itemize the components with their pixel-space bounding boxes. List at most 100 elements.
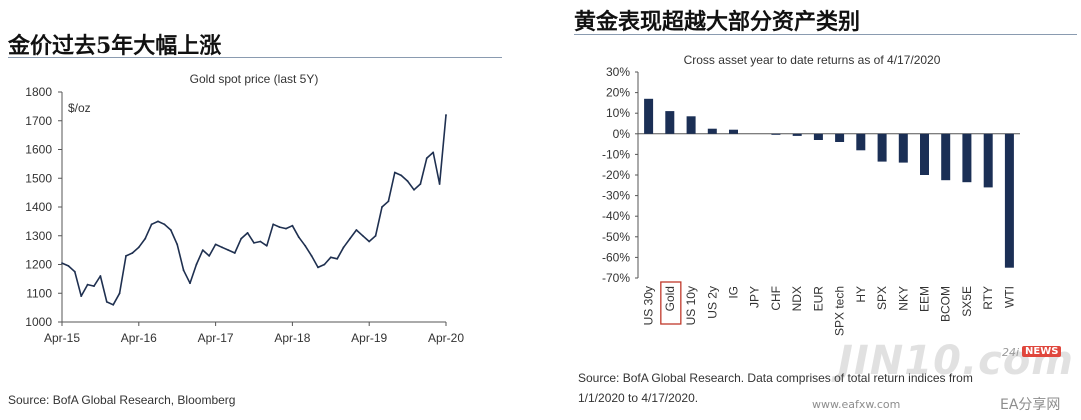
bar-category-label: US 30y bbox=[642, 286, 656, 325]
gold-price-point bbox=[221, 246, 223, 249]
gold-price-point bbox=[297, 236, 300, 239]
line-chart-y-tick-label: 1800 bbox=[25, 85, 52, 99]
gold-price-point bbox=[214, 243, 217, 246]
gold-price-point bbox=[150, 223, 153, 226]
gold-price-point bbox=[285, 227, 287, 230]
gold-price-point bbox=[137, 246, 140, 249]
bar-category-label: EUR bbox=[811, 286, 825, 312]
gold-price-series-line bbox=[61, 114, 447, 306]
bar-chart-y-tick-label: -50% bbox=[602, 230, 630, 244]
bar-chart-y-tick-label: 0% bbox=[613, 127, 631, 141]
gold-price-point bbox=[80, 295, 83, 297]
bar-chart-y-tick-label: -60% bbox=[602, 250, 630, 264]
line-chart-y-tick-label: 1600 bbox=[25, 143, 52, 157]
gold-price-point bbox=[201, 249, 204, 252]
gold-price-point bbox=[195, 263, 198, 266]
gold-price-point bbox=[246, 232, 249, 234]
gold-price-point bbox=[227, 249, 230, 252]
bar-ig bbox=[729, 129, 738, 134]
left-source-note: Source: BofA Global Research, Bloomberg bbox=[8, 393, 236, 407]
bar-ndx bbox=[792, 133, 802, 136]
gold-price-point bbox=[445, 114, 447, 116]
watermark-tag-news: NEWS bbox=[1022, 346, 1062, 357]
gold-price-point bbox=[272, 223, 275, 226]
gold-price-point bbox=[99, 275, 102, 277]
line-chart-title: Gold spot price (last 5Y) bbox=[190, 72, 319, 86]
bar-chart-y-tick-label: 20% bbox=[606, 86, 630, 100]
gold-price-point bbox=[278, 226, 281, 229]
bar-category-label: BCOM bbox=[939, 286, 953, 322]
bar-gold bbox=[665, 111, 675, 134]
line-chart-x-tick-label: Apr-19 bbox=[351, 331, 387, 345]
gold-price-point bbox=[118, 292, 121, 295]
gold-price-point bbox=[169, 229, 172, 231]
gold-price-point bbox=[144, 237, 147, 240]
gold-price-line-chart: Gold spot price (last 5Y) $/oz 1000 1100 120… bbox=[25, 72, 464, 345]
right-source-line-1: Source: BofA Global Research. Data compr… bbox=[578, 371, 973, 385]
line-chart-y-tick-label: 1400 bbox=[25, 200, 52, 214]
bar-hy bbox=[856, 133, 866, 151]
gold-price-point bbox=[125, 255, 127, 257]
gold-price-point bbox=[393, 171, 396, 174]
gold-price-point bbox=[67, 265, 70, 267]
bar-category-label: US 10y bbox=[684, 286, 698, 325]
bar-eur bbox=[813, 133, 823, 140]
gold-price-point bbox=[381, 206, 383, 208]
gold-price-point bbox=[208, 255, 211, 257]
gold-price-point bbox=[61, 262, 63, 264]
bar-category-label: SX5E bbox=[960, 286, 974, 317]
gold-price-point bbox=[438, 183, 441, 185]
bar-bcom bbox=[941, 133, 951, 181]
gold-price-point bbox=[86, 283, 89, 286]
gold-price-point bbox=[336, 257, 339, 260]
bar-spx bbox=[877, 133, 887, 162]
gold-price-point bbox=[131, 252, 134, 254]
gold-price-point bbox=[329, 256, 332, 259]
gold-price-point bbox=[368, 240, 371, 243]
bar-chart-y-tick-label: 30% bbox=[606, 65, 630, 79]
gold-price-point bbox=[323, 263, 326, 266]
line-chart-x-tick-label: Apr-16 bbox=[121, 331, 157, 345]
bar-category-label: IG bbox=[727, 286, 741, 299]
left-heading-rule bbox=[8, 57, 502, 58]
bar-rty bbox=[983, 133, 993, 188]
bar-chf bbox=[771, 133, 781, 135]
gold-price-point bbox=[310, 255, 313, 257]
gold-price-point bbox=[406, 180, 409, 182]
bar-category-label: Gold bbox=[663, 286, 677, 311]
gold-price-point bbox=[233, 252, 236, 254]
bar-wti bbox=[1004, 133, 1014, 268]
line-chart-x-tick-label: Apr-17 bbox=[198, 331, 234, 345]
gold-price-point bbox=[304, 244, 307, 247]
watermark-tag-24: 24i bbox=[1002, 346, 1020, 359]
gold-price-point bbox=[240, 237, 243, 240]
line-chart-x-tick-label: Apr-18 bbox=[274, 331, 310, 345]
line-chart-y-tick-label: 1500 bbox=[25, 171, 52, 185]
line-chart-y-tick-label: 1300 bbox=[25, 229, 52, 243]
line-chart-y-tick-label: 1200 bbox=[25, 258, 52, 272]
bar-chart-y-tick-label: -20% bbox=[602, 168, 630, 182]
bar-chart-y-tick-label: -30% bbox=[602, 189, 630, 203]
gold-price-point bbox=[163, 223, 166, 226]
gold-price-point bbox=[259, 240, 262, 243]
watermark-logo: JIN10.com bbox=[838, 338, 1074, 384]
gold-price-point bbox=[176, 243, 179, 246]
gold-price-point bbox=[425, 157, 428, 159]
bar-category-label: NDX bbox=[790, 286, 804, 311]
line-chart-y-tick-label: 1100 bbox=[26, 286, 52, 300]
bar-sx5e bbox=[962, 133, 972, 183]
bar-us-30y bbox=[644, 98, 654, 134]
gold-price-point bbox=[112, 303, 115, 306]
cross-asset-bar-chart: Cross asset year to date returns as of 4… bbox=[602, 53, 1020, 336]
bar-category-label: US 2y bbox=[705, 286, 719, 319]
gold-highlight-box bbox=[660, 281, 682, 325]
line-chart-x-tick-label: Apr-20 bbox=[428, 331, 464, 345]
bar-category-label: HY bbox=[854, 286, 868, 303]
gold-price-point bbox=[253, 242, 255, 244]
right-heading: 黄金表现超越大部分资产类别 bbox=[574, 9, 861, 35]
gold-price-point bbox=[374, 234, 377, 237]
bar-chart-y-tick-label: -40% bbox=[602, 209, 630, 223]
gold-price-point bbox=[355, 229, 358, 231]
gold-price-point bbox=[291, 224, 294, 227]
bar-chart-y-tick-label: 10% bbox=[606, 106, 630, 120]
